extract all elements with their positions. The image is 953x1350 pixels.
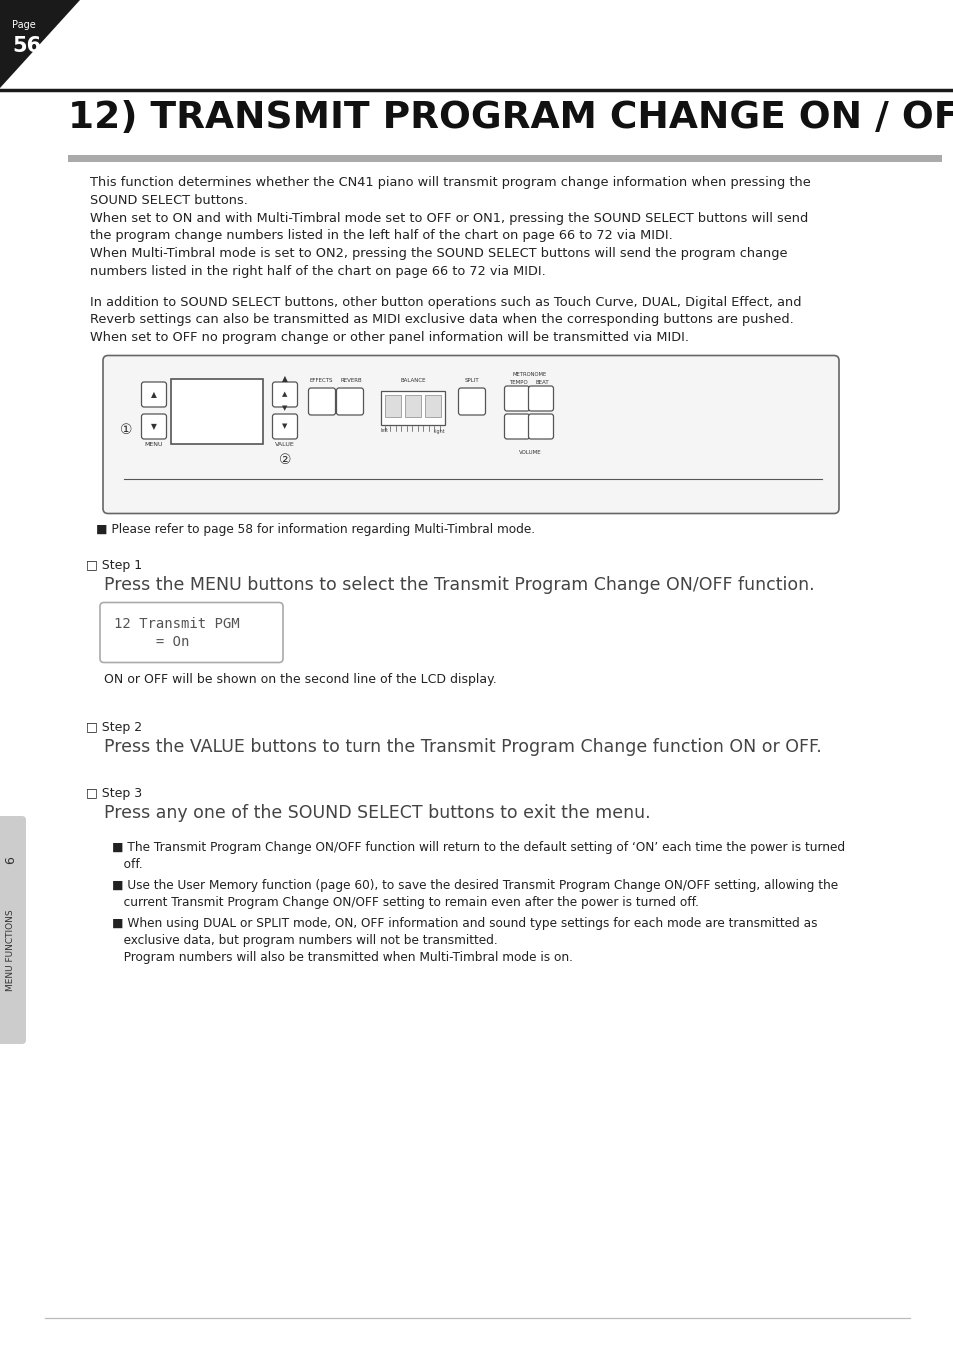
- Text: When set to ON and with Multi-Timbral mode set to OFF or ON1, pressing the SOUND: When set to ON and with Multi-Timbral mo…: [90, 212, 807, 225]
- FancyBboxPatch shape: [273, 414, 297, 439]
- Text: ▼: ▼: [151, 423, 157, 431]
- Text: ▼: ▼: [282, 405, 288, 412]
- FancyBboxPatch shape: [0, 815, 26, 1044]
- Text: When Multi-Timbral mode is set to ON2, pressing the SOUND SELECT buttons will se: When Multi-Timbral mode is set to ON2, p…: [90, 247, 786, 261]
- Text: SOUND SELECT buttons.: SOUND SELECT buttons.: [90, 193, 248, 207]
- Text: VALUE: VALUE: [274, 443, 294, 447]
- Text: 6: 6: [5, 856, 17, 864]
- Text: 12) TRANSMIT PROGRAM CHANGE ON / OFF: 12) TRANSMIT PROGRAM CHANGE ON / OFF: [68, 100, 953, 136]
- FancyBboxPatch shape: [528, 414, 553, 439]
- Text: = On: = On: [113, 636, 190, 649]
- Bar: [68, 155, 941, 162]
- FancyBboxPatch shape: [528, 386, 553, 410]
- FancyBboxPatch shape: [100, 602, 283, 663]
- FancyBboxPatch shape: [141, 414, 167, 439]
- Text: ▼: ▼: [282, 424, 288, 429]
- Bar: [385, 394, 400, 417]
- Bar: [405, 394, 420, 417]
- FancyBboxPatch shape: [103, 355, 838, 513]
- Text: numbers listed in the right half of the chart on page 66 to 72 via MIDI.: numbers listed in the right half of the …: [90, 265, 545, 278]
- Text: 56: 56: [12, 36, 41, 55]
- Text: current Transmit Program Change ON/OFF setting to remain even after the power is: current Transmit Program Change ON/OFF s…: [112, 896, 699, 909]
- Text: ▲: ▲: [151, 390, 157, 400]
- Text: right: right: [433, 428, 444, 433]
- Text: ■ Please refer to page 58 for information regarding Multi-Timbral mode.: ■ Please refer to page 58 for informatio…: [96, 522, 535, 536]
- Text: BEAT: BEAT: [535, 379, 548, 385]
- Text: ▲: ▲: [282, 374, 288, 383]
- Text: Page: Page: [12, 20, 35, 30]
- Text: Press the MENU buttons to select the Transmit Program Change ON/OFF function.: Press the MENU buttons to select the Tra…: [104, 576, 814, 594]
- Text: □ Step 2: □ Step 2: [86, 721, 142, 733]
- Text: This function determines whether the CN41 piano will transmit program change inf: This function determines whether the CN4…: [90, 176, 810, 189]
- Bar: [380, 390, 444, 424]
- Text: METRONOME: METRONOME: [513, 373, 547, 378]
- Bar: [424, 394, 440, 417]
- FancyBboxPatch shape: [458, 387, 485, 414]
- Text: Press the VALUE buttons to turn the Transmit Program Change function ON or OFF.: Press the VALUE buttons to turn the Tran…: [104, 738, 821, 756]
- Text: TEMPO: TEMPO: [508, 379, 527, 385]
- Text: ①: ①: [120, 424, 132, 437]
- Text: BALANCE: BALANCE: [400, 378, 425, 383]
- Polygon shape: [0, 0, 80, 88]
- Text: MENU: MENU: [145, 443, 163, 447]
- Text: In addition to SOUND SELECT buttons, other button operations such as Touch Curve: In addition to SOUND SELECT buttons, oth…: [90, 296, 801, 309]
- Bar: [171, 378, 263, 444]
- Text: Press any one of the SOUND SELECT buttons to exit the menu.: Press any one of the SOUND SELECT button…: [104, 805, 650, 822]
- FancyBboxPatch shape: [308, 387, 335, 414]
- Text: ②: ②: [278, 454, 291, 467]
- FancyBboxPatch shape: [504, 386, 529, 410]
- Text: the program change numbers listed in the left half of the chart on page 66 to 72: the program change numbers listed in the…: [90, 230, 672, 243]
- Text: left: left: [380, 428, 389, 433]
- Text: □ Step 1: □ Step 1: [86, 559, 142, 571]
- Text: Program numbers will also be transmitted when Multi-Timbral mode is on.: Program numbers will also be transmitted…: [112, 952, 572, 964]
- FancyBboxPatch shape: [273, 382, 297, 406]
- Text: ■ Use the User Memory function (page 60), to save the desired Transmit Program C: ■ Use the User Memory function (page 60)…: [112, 879, 838, 891]
- Text: ■ The Transmit Program Change ON/OFF function will return to the default setting: ■ The Transmit Program Change ON/OFF fun…: [112, 841, 844, 853]
- Text: □ Step 3: □ Step 3: [86, 787, 142, 799]
- Text: ON or OFF will be shown on the second line of the LCD display.: ON or OFF will be shown on the second li…: [104, 672, 497, 686]
- FancyBboxPatch shape: [336, 387, 363, 414]
- Text: SPLIT: SPLIT: [464, 378, 478, 383]
- Text: 12 Transmit PGM: 12 Transmit PGM: [113, 617, 239, 630]
- Text: Reverb settings can also be transmitted as MIDI exclusive data when the correspo: Reverb settings can also be transmitted …: [90, 313, 793, 327]
- Text: MENU FUNCTIONS: MENU FUNCTIONS: [7, 909, 15, 991]
- Text: ■ When using DUAL or SPLIT mode, ON, OFF information and sound type settings for: ■ When using DUAL or SPLIT mode, ON, OFF…: [112, 917, 817, 930]
- Text: VOLUME: VOLUME: [518, 451, 540, 455]
- Text: REVERB: REVERB: [340, 378, 361, 383]
- Text: When set to OFF no program change or other panel information will be transmitted: When set to OFF no program change or oth…: [90, 331, 688, 344]
- Text: exclusive data, but program numbers will not be transmitted.: exclusive data, but program numbers will…: [112, 934, 497, 946]
- Text: ▲: ▲: [282, 392, 288, 397]
- Text: off.: off.: [112, 859, 143, 871]
- FancyBboxPatch shape: [141, 382, 167, 406]
- Text: EFFECTS: EFFECTS: [309, 378, 333, 383]
- FancyBboxPatch shape: [504, 414, 529, 439]
